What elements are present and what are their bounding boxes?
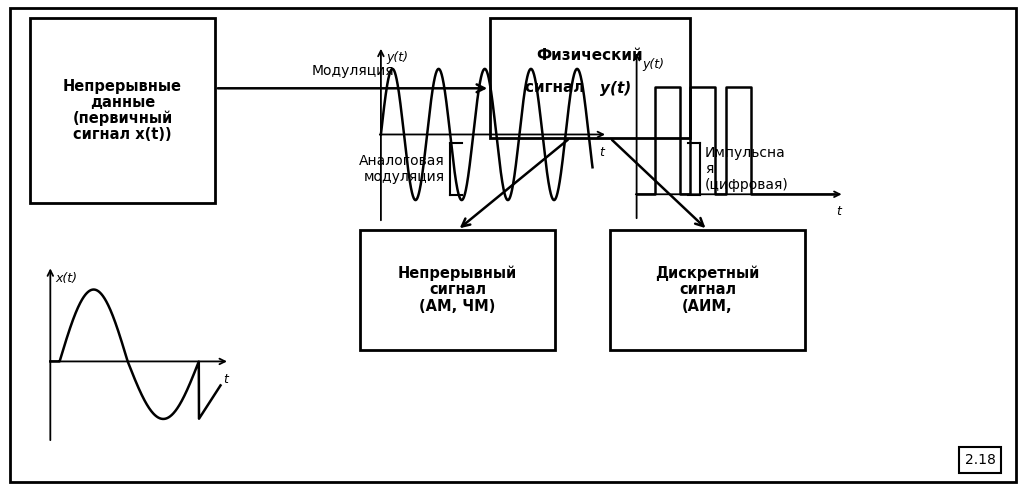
Text: y(t): y(t) [642,58,664,70]
Bar [360,230,555,350]
Text: Физический: Физический [537,49,643,63]
Text: 2.18: 2.18 [964,453,995,467]
Text: (АИМ,: (АИМ, [682,299,733,314]
Text: сигнал: сигнал [679,282,736,298]
Text: Непрерывные: Непрерывные [63,79,182,93]
Text: сигнал: сигнал [429,282,486,298]
Bar [610,230,805,350]
Text: y(t): y(t) [387,51,408,63]
Text: Аналоговая
модуляция: Аналоговая модуляция [359,154,445,184]
Text: Непрерывный: Непрерывный [398,266,517,281]
Text: x(t): x(t) [55,272,77,285]
Text: y(t): y(t) [600,81,631,95]
Text: Модуляция: Модуляция [311,64,394,78]
Text: сигнал x(t)): сигнал x(t)) [73,127,171,142]
Text: (АМ, ЧМ): (АМ, ЧМ) [420,299,496,314]
Text: (первичный: (первичный [73,111,172,126]
Bar [30,18,215,203]
Text: t: t [223,373,228,386]
Text: t: t [599,146,604,159]
Text: данные: данные [90,95,155,110]
Text: Импульсна
я
(цифровая): Импульсна я (цифровая) [705,146,789,192]
Bar [490,18,690,138]
Text: сигнал: сигнал [525,81,590,95]
Text: Дискретный: Дискретный [656,266,759,281]
Text: t: t [836,205,841,218]
